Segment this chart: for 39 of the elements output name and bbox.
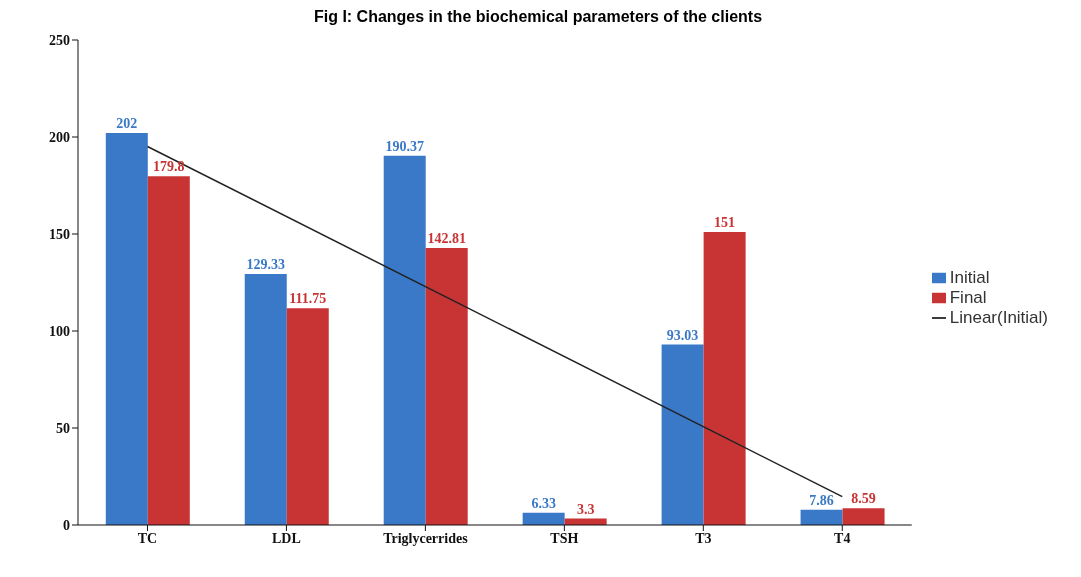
bar: [703, 232, 746, 525]
y-tick-label: 50: [56, 420, 70, 436]
x-tick-label: T3: [695, 530, 712, 546]
bar: [383, 155, 426, 525]
x-tick-label: LDL: [272, 530, 301, 546]
data-label: 129.33: [246, 257, 285, 273]
data-label: 6.33: [531, 495, 556, 511]
bar: [147, 176, 190, 525]
bar: [800, 509, 843, 525]
bar: [425, 247, 468, 525]
data-label: 151: [714, 215, 736, 231]
bar: [661, 344, 704, 525]
x-tick-label: TSH: [550, 530, 579, 546]
data-label: 93.03: [666, 327, 699, 343]
bar: [522, 512, 565, 525]
data-label: 179.8: [153, 159, 185, 175]
data-label: 190.37: [385, 138, 424, 154]
chart-title: Fig I: Changes in the biochemical parameters of the clients: [312, 8, 764, 27]
y-tick-label: 250: [49, 32, 70, 48]
data-label: 142.81: [427, 230, 466, 246]
legend-label: Linear(Initial): [949, 307, 1048, 327]
legend-label: Initial: [949, 267, 990, 287]
y-tick-label: 150: [49, 226, 70, 242]
data-label: 3.3: [576, 501, 595, 517]
data-label: 8.59: [851, 491, 876, 507]
bar: [244, 274, 287, 525]
legend-label: Final: [949, 287, 987, 307]
bar: [105, 133, 148, 525]
x-tick-label: T4: [834, 530, 851, 546]
data-label: 7.86: [809, 492, 834, 508]
x-tick-label: Triglycerrides: [383, 530, 469, 546]
y-tick-label: 200: [49, 129, 70, 145]
data-label: 202: [116, 116, 138, 132]
y-tick-label: 100: [49, 323, 70, 339]
bar: [286, 308, 329, 525]
y-tick-label: 0: [63, 517, 70, 533]
x-tick-label: TC: [137, 530, 158, 546]
data-label: 111.75: [289, 291, 327, 307]
bar: [842, 508, 885, 525]
